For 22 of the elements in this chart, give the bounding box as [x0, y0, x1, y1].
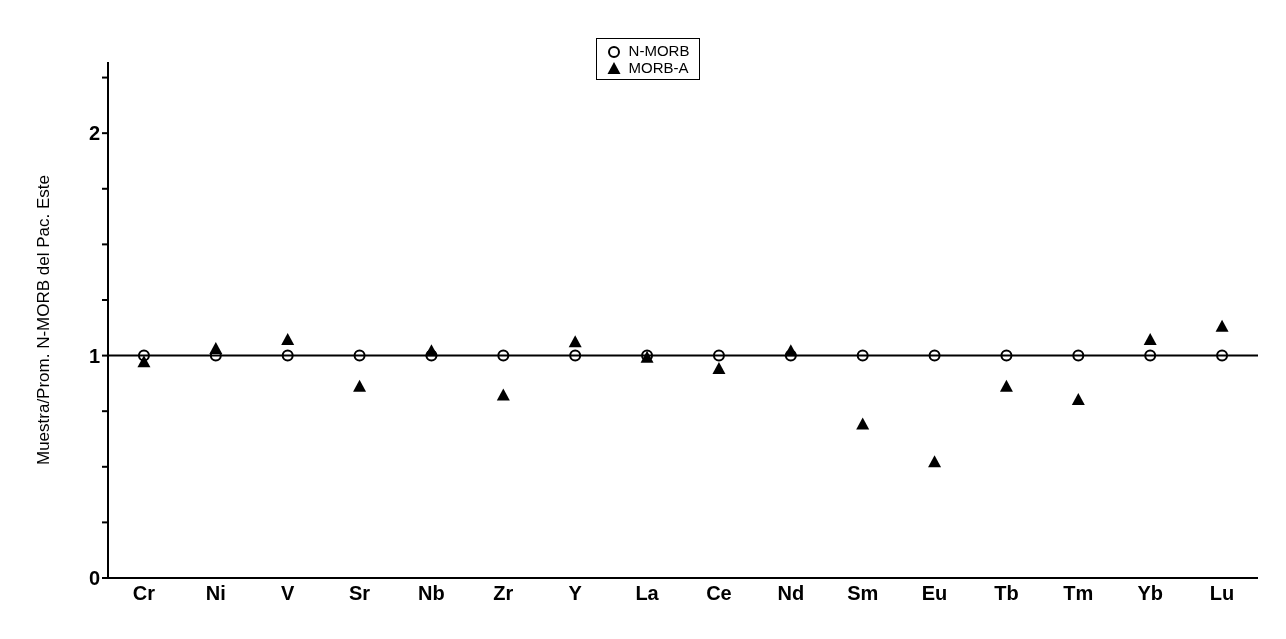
- x-tick-label: La: [635, 582, 660, 605]
- x-tick-label: Lu: [1209, 582, 1235, 605]
- x-tick-label: Cr: [132, 582, 156, 605]
- legend-label: N-MORB: [628, 42, 690, 59]
- x-tick-label: Zr: [493, 582, 514, 605]
- y-tick-label: 1: [88, 344, 100, 367]
- y-tick-label: 0: [88, 567, 100, 590]
- x-tick-label: Tm: [1063, 582, 1094, 605]
- x-tick-label: Nb: [418, 582, 445, 605]
- x-tick-label: Y: [568, 582, 583, 605]
- x-tick-label: Sm: [847, 582, 879, 605]
- legend-label: MORB-A: [628, 59, 689, 76]
- y-tick-label: 2: [88, 122, 100, 145]
- x-tick-label: Eu: [921, 582, 948, 605]
- x-tick-label: Ce: [706, 582, 732, 605]
- x-tick-label: V: [281, 582, 296, 605]
- x-tick-label: Ni: [205, 582, 226, 605]
- x-tick-label: Nd: [777, 582, 805, 605]
- x-tick-label: Sr: [349, 582, 371, 605]
- x-tick-label: Yb: [1137, 582, 1163, 605]
- y-axis-title: Muestra/Prom. N-MORB del Pac. Este: [34, 174, 54, 466]
- x-tick-label: Tb: [994, 582, 1019, 605]
